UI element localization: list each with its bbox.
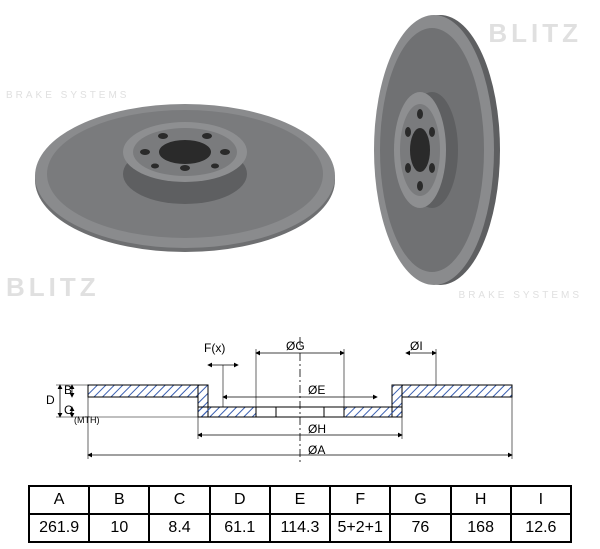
label-F: F(x) — [204, 341, 225, 355]
col-B: B — [89, 486, 149, 514]
col-C: C — [149, 486, 209, 514]
val-D: 61.1 — [210, 514, 270, 542]
val-B: 10 — [89, 514, 149, 542]
val-I: 12.6 — [511, 514, 571, 542]
val-H: 168 — [451, 514, 511, 542]
col-G: G — [390, 486, 450, 514]
col-F: F — [330, 486, 390, 514]
label-phiG: ØG — [286, 339, 305, 353]
label-phiH: ØH — [308, 422, 326, 436]
val-F: 5+2+1 — [330, 514, 390, 542]
label-phiI: ØI — [410, 339, 423, 353]
label-B: B — [64, 383, 72, 397]
table-row: 261.9 10 8.4 61.1 114.3 5+2+1 76 168 12.… — [29, 514, 571, 542]
col-I: I — [511, 486, 571, 514]
label-phiE: ØE — [308, 383, 325, 397]
table-header-row: A B C D E F G H I — [29, 486, 571, 514]
col-E: E — [270, 486, 330, 514]
dimension-table: A B C D E F G H I 261.9 10 8.4 61.1 114.… — [28, 485, 572, 543]
label-mth: (MTH) — [74, 415, 100, 425]
val-E: 114.3 — [270, 514, 330, 542]
label-C: C — [64, 403, 73, 417]
label-phiA: ØA — [308, 443, 325, 457]
col-H: H — [451, 486, 511, 514]
cross-section-diagram: D B C (MTH) F(x) ØG ØI ØE ØH ØA — [28, 335, 572, 465]
col-D: D — [210, 486, 270, 514]
val-G: 76 — [390, 514, 450, 542]
col-A: A — [29, 486, 89, 514]
label-D: D — [46, 393, 55, 407]
product-photo — [30, 10, 570, 320]
val-C: 8.4 — [149, 514, 209, 542]
val-A: 261.9 — [29, 514, 89, 542]
